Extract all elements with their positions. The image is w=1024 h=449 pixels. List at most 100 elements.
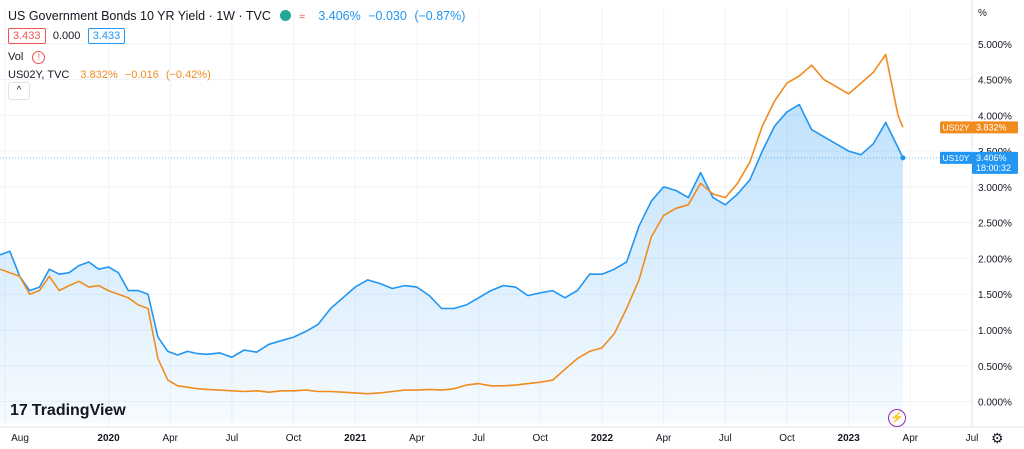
us10y-point	[342, 297, 344, 299]
y-tick-label: 5.000%	[978, 40, 1012, 51]
us10y-point	[613, 268, 615, 270]
x-tick-label: 2021	[344, 433, 367, 444]
us02y-line[interactable]	[0, 53, 904, 395]
volume-legend[interactable]: Vol !	[8, 51, 46, 64]
us02y-point	[638, 279, 640, 281]
x-tick-label: Oct	[286, 433, 302, 444]
us02y-change: −0.016	[124, 69, 159, 81]
us10y-point	[897, 146, 899, 148]
us10y-name-badge	[940, 151, 972, 164]
y-tick-label: 4.000%	[978, 111, 1012, 122]
us10y-point	[305, 330, 307, 332]
close-value[interactable]: 3.433	[87, 28, 126, 44]
us10y-point	[196, 352, 198, 354]
us02y-point	[465, 384, 467, 386]
x-axis: Aug 2020 Apr Jul Oct 2021 Apr Jul Oct 2022 Apr Jul O…	[0, 426, 1024, 444]
us02y-point	[502, 385, 504, 387]
us02y-point	[176, 385, 178, 387]
us02y-point	[366, 393, 368, 395]
us10y-point	[847, 150, 849, 152]
us02y-value: 3.832%	[80, 69, 118, 81]
us10y-point	[440, 307, 442, 309]
us10y-point	[147, 293, 149, 295]
chart-title-legend[interactable]: US Government Bonds 10 YR Yield · 1W · T…	[8, 9, 465, 23]
us10y-point	[527, 294, 529, 296]
series-lines	[0, 53, 904, 395]
us02y-point	[576, 357, 578, 359]
us02y-point	[477, 382, 479, 384]
us02y-point	[601, 347, 603, 349]
us02y-point	[902, 126, 904, 128]
x-tick-label: Apr	[409, 433, 425, 444]
us10y-last-dot	[900, 155, 906, 161]
us10y-point	[477, 297, 479, 299]
us02y-point	[157, 357, 159, 359]
us10y-point	[107, 266, 109, 268]
us10y-point	[255, 351, 257, 353]
us10y-point	[117, 272, 119, 274]
us02y-point	[9, 272, 11, 274]
us02y-point	[428, 388, 430, 390]
us10y-point	[650, 200, 652, 202]
us10y-point	[366, 279, 368, 281]
us10y-point	[48, 268, 50, 270]
us02y-point	[268, 391, 270, 393]
us10y-point	[157, 336, 159, 338]
us10y-point	[502, 284, 504, 286]
us02y-point	[687, 204, 689, 206]
us02y-point	[127, 297, 129, 299]
us10y-point	[588, 273, 590, 275]
us02y-point	[107, 289, 109, 291]
us10y-point	[9, 250, 11, 252]
y-tick-label: 4.500%	[978, 76, 1012, 87]
us10y-point	[206, 353, 208, 355]
us10y-countdown-text: 18:00:32	[976, 163, 1011, 173]
y-tick-label: 1.500%	[978, 290, 1012, 301]
us02y-point	[88, 286, 90, 288]
us02y-point	[724, 196, 726, 198]
us02y-point	[206, 388, 208, 390]
us10y-point	[761, 150, 763, 152]
us02y-point	[354, 392, 356, 394]
x-tick-label: Aug	[11, 433, 29, 444]
us02y-point	[137, 304, 139, 306]
logo-text: TradingView	[31, 402, 126, 419]
y-tick-label: 3.000%	[978, 183, 1012, 194]
us02y-change-percent: (−0.42%)	[165, 69, 211, 81]
us10y-point	[167, 350, 169, 352]
us10y-point	[317, 323, 319, 325]
us10y-point	[490, 289, 492, 291]
collapse-legend-button[interactable]: ^	[8, 82, 30, 100]
us02y-point	[564, 368, 566, 370]
x-tick-label: 2022	[591, 433, 614, 444]
x-tick-label: Apr	[903, 433, 919, 444]
us10y-line[interactable]	[0, 103, 904, 358]
us10y-point	[539, 292, 541, 294]
us10y-point	[699, 171, 701, 173]
x-tick-label: Apr	[162, 433, 178, 444]
compare-icon[interactable]: ≈	[298, 11, 305, 23]
us10y-point	[625, 261, 627, 263]
us02y-point	[835, 86, 837, 88]
us10y-point	[243, 349, 245, 351]
us10y-point	[186, 350, 188, 352]
gear-icon[interactable]: ⚙	[991, 430, 1004, 446]
y-unit-label: %	[978, 8, 987, 19]
us02y-point	[798, 75, 800, 77]
us02y-point	[786, 82, 788, 84]
open-value[interactable]: 3.433	[8, 28, 46, 44]
x-tick-label: Oct	[532, 433, 548, 444]
tradingview-logo[interactable]: 17 TradingView	[10, 402, 126, 420]
us10y-point	[810, 128, 812, 130]
us02y-point	[317, 390, 319, 392]
lightning-icon[interactable]: ⚡	[888, 409, 906, 427]
us02y-point	[329, 390, 331, 392]
warning-icon[interactable]: !	[32, 51, 46, 64]
us02y-point	[416, 389, 418, 391]
us10y-point	[428, 294, 430, 296]
us02y-legend[interactable]: US02Y, TVC 3.832% −0.016 (−0.42%)	[8, 69, 211, 81]
us02y-point	[588, 350, 590, 352]
us10y-point	[638, 225, 640, 227]
us10y-point	[662, 186, 664, 188]
